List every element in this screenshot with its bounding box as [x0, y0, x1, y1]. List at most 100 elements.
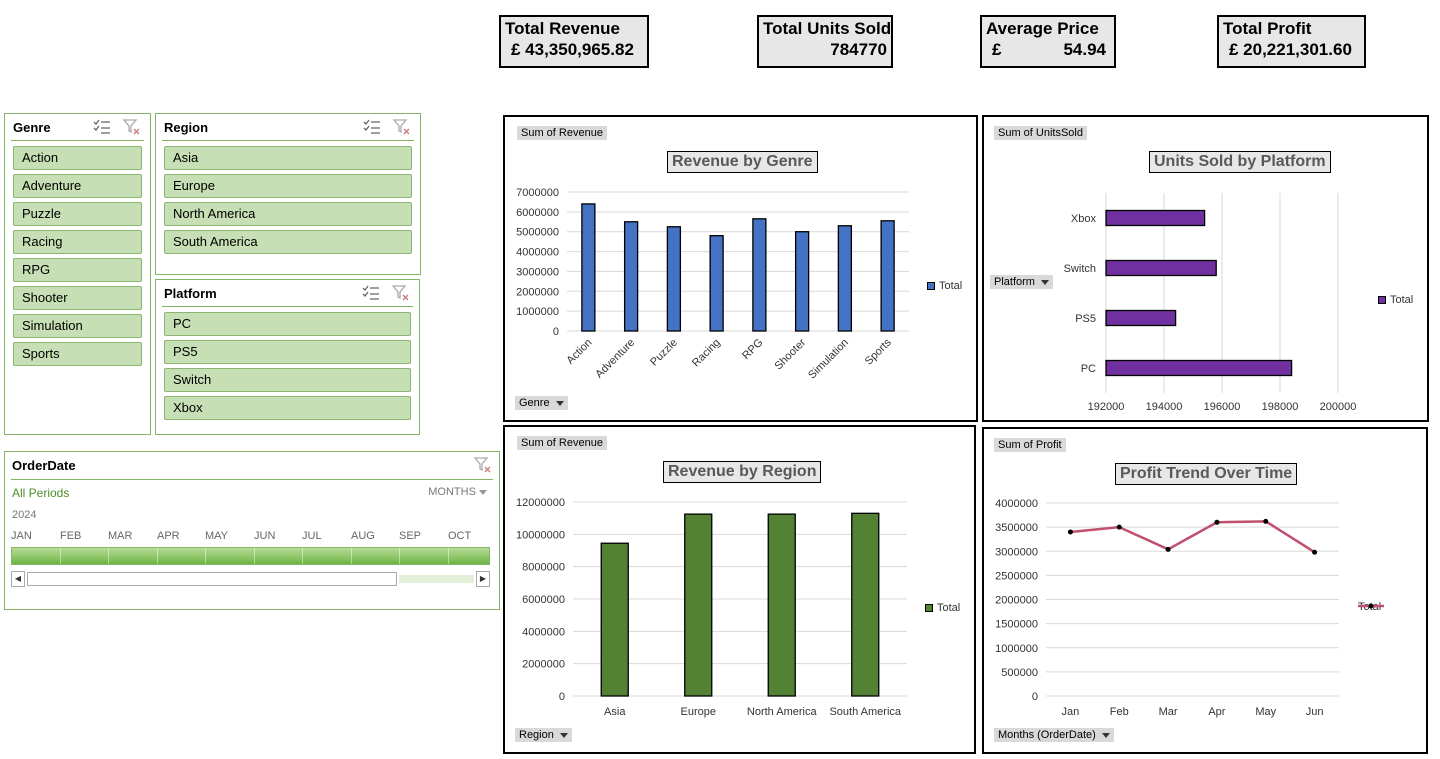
revenue-by-genre-chart: Sum of Revenue Revenue by Genre 0 1000000…: [503, 115, 978, 422]
timeline-month: APR: [157, 530, 180, 542]
platform-plot: 192000 194000 196000 198000 200000 PC PS5 Switc…: [1064, 193, 1357, 413]
y-tick-label: Xbox: [1071, 213, 1097, 225]
y-tick-label: 6000000: [516, 207, 559, 219]
axis-field-button[interactable]: Platform: [990, 275, 1053, 289]
kpi-currency: £: [992, 40, 1002, 59]
timeline-month: FEB: [60, 530, 82, 542]
y-tick-label: 1000000: [995, 643, 1038, 655]
y-tick-label: 4000000: [522, 626, 565, 638]
revenue-by-region-chart: Sum of Revenue Revenue by Region 0 200000…: [503, 425, 976, 754]
timeline-level-dropdown[interactable]: MONTHS: [428, 486, 487, 498]
multi-select-icon[interactable]: [92, 118, 112, 136]
region-slicer: Region Asia Europe North America South A…: [155, 113, 421, 275]
slicer-item-south-america[interactable]: South America: [164, 230, 412, 254]
x-tick-label: 200000: [1320, 401, 1357, 413]
x-tick-label: 196000: [1204, 401, 1241, 413]
bar: [1105, 259, 1217, 277]
axis-field-button[interactable]: Region: [515, 728, 572, 742]
x-tick-label: Simulation: [806, 337, 851, 382]
y-tick-label: 4000000: [995, 498, 1038, 510]
x-tick-label: Feb: [1110, 706, 1129, 718]
slicer-title: Genre: [13, 120, 51, 135]
axis-field-label: Platform: [994, 276, 1035, 288]
clear-filter-icon[interactable]: [473, 456, 493, 474]
scroll-left-icon[interactable]: ◀: [11, 571, 25, 587]
clear-filter-icon[interactable]: [392, 118, 412, 136]
bar: [600, 542, 629, 697]
timeline-month: JAN: [11, 530, 32, 542]
series-line: [1070, 520, 1316, 554]
bar: [709, 235, 724, 332]
timeline-scrollbar[interactable]: ◀ ▶: [11, 571, 490, 587]
timeline-month: AUG: [351, 530, 375, 542]
kpi-value: £ 20,221,301.60: [1229, 40, 1352, 59]
data-point: [1116, 524, 1122, 530]
chart-legend: Total: [927, 280, 962, 292]
timeline-period-bar[interactable]: [11, 547, 490, 565]
slicer-item-pc[interactable]: PC: [164, 312, 411, 336]
slicer-item-puzzle[interactable]: Puzzle: [13, 202, 142, 226]
data-point: [1312, 549, 1318, 555]
slicer-item-ps5[interactable]: PS5: [164, 340, 411, 364]
axis-field-label: Months (OrderDate): [998, 729, 1096, 741]
axis-field-label: Region: [519, 729, 554, 741]
y-tick-label: 4000000: [516, 247, 559, 259]
x-tick-label: Jan: [1062, 706, 1080, 718]
slicer-item-xbox[interactable]: Xbox: [164, 396, 411, 420]
kpi-title: Average Price: [986, 19, 1099, 38]
scroll-right-icon[interactable]: ▶: [476, 571, 490, 587]
bar: [851, 512, 880, 697]
slicer-item-simulation[interactable]: Simulation: [13, 314, 142, 338]
slicer-item-adventure[interactable]: Adventure: [13, 174, 142, 198]
bar: [1105, 209, 1206, 227]
timeline-month: OCT: [448, 530, 472, 542]
kpi-total-profit: Total Profit £ 20,221,301.60: [1217, 15, 1366, 68]
data-point: [1263, 518, 1269, 524]
chart-title: Profit Trend Over Time: [1115, 463, 1298, 485]
kpi-title: Total Profit: [1223, 19, 1312, 38]
y-tick-label: 3000000: [995, 546, 1038, 558]
x-tick-label: Jun: [1306, 706, 1324, 718]
axis-field-button[interactable]: Genre: [515, 396, 568, 410]
slicer-item-sports[interactable]: Sports: [13, 342, 142, 366]
scroll-thumb[interactable]: [27, 572, 397, 586]
timeline-title: OrderDate: [12, 458, 76, 473]
y-tick-label: 7000000: [516, 187, 559, 199]
slicer-item-rpg[interactable]: RPG: [13, 258, 142, 282]
clear-filter-icon[interactable]: [122, 118, 142, 136]
slicer-title: Region: [164, 120, 209, 135]
slicer-item-north-america[interactable]: North America: [164, 202, 412, 226]
slicer-item-action[interactable]: Action: [13, 146, 142, 170]
bar: [684, 513, 713, 697]
y-tick-label: 2000000: [522, 659, 565, 671]
clear-filter-icon[interactable]: [391, 284, 411, 302]
multi-select-icon[interactable]: [361, 284, 381, 302]
value-field-button: Sum of Revenue: [517, 126, 607, 140]
x-tick-label: Shooter: [773, 336, 809, 372]
slicer-item-asia[interactable]: Asia: [164, 146, 412, 170]
bar: [666, 226, 682, 332]
chevron-down-icon: [1101, 732, 1110, 738]
genre-slicer: Genre Action Adventure Puzzle Racing RPG…: [4, 113, 151, 435]
legend-label: Total: [939, 280, 963, 292]
x-tick-label: Europe: [681, 706, 716, 718]
chevron-down-icon: [559, 732, 568, 738]
x-tick-label: Action: [564, 337, 594, 367]
slicer-item-europe[interactable]: Europe: [164, 174, 412, 198]
axis-field-button[interactable]: Months (OrderDate): [994, 728, 1114, 742]
y-tick-label: 8000000: [522, 562, 565, 574]
chart-legend: Total: [1358, 601, 1384, 613]
x-tick-label: Sports: [863, 336, 894, 367]
chevron-down-icon: [1040, 279, 1049, 285]
data-point: [1165, 546, 1171, 552]
multi-select-icon[interactable]: [362, 118, 382, 136]
slicer-item-shooter[interactable]: Shooter: [13, 286, 142, 310]
profit-plot: 0 500000 1000000 1500000 2000000 2500000 30000…: [995, 498, 1339, 718]
x-tick-label: Apr: [1208, 706, 1225, 718]
x-tick-label: 192000: [1088, 401, 1125, 413]
units-sold-by-platform-chart: Sum of UnitsSold Units Sold by Platform …: [982, 115, 1429, 422]
slicer-item-switch[interactable]: Switch: [164, 368, 411, 392]
slicer-item-racing[interactable]: Racing: [13, 230, 142, 254]
kpi-title: Total Units Sold: [763, 19, 892, 38]
x-tick-label: Adventure: [593, 337, 637, 381]
